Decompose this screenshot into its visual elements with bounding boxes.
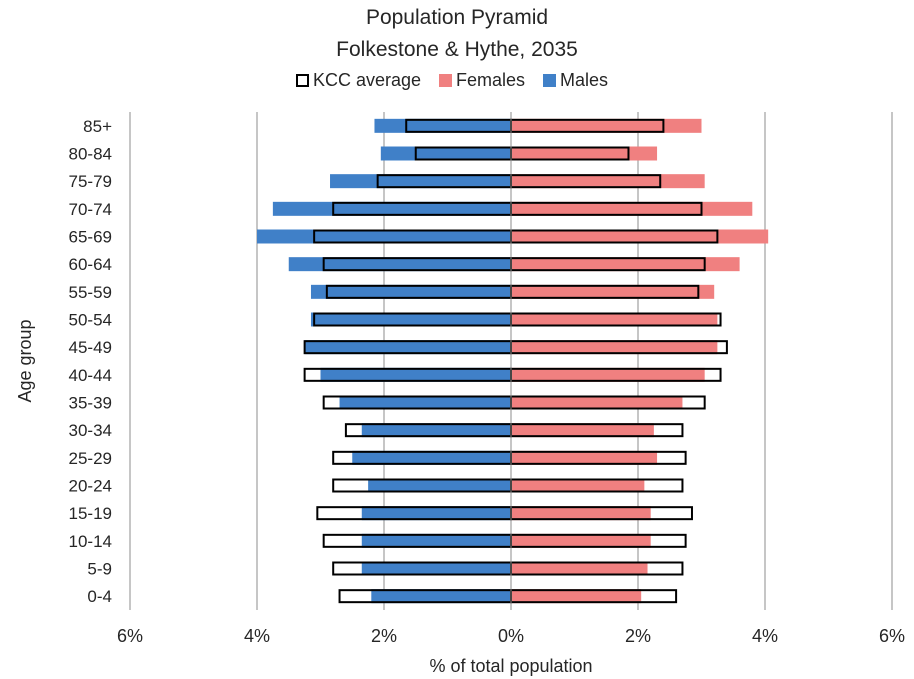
female-bar <box>511 340 718 355</box>
y-tick-label: 60-64 <box>69 255 112 274</box>
chart-legend: KCC average Females Males <box>0 70 914 91</box>
male-bar <box>380 146 511 161</box>
male-bar <box>361 533 511 548</box>
female-bar <box>511 284 715 299</box>
y-tick-label: 35-39 <box>69 394 112 413</box>
x-tick-label: 0% <box>498 626 524 646</box>
chart-title: Population Pyramid <box>365 6 549 29</box>
legend-item-kcc-average: KCC average <box>295 70 421 91</box>
female-bar <box>511 312 718 327</box>
legend-swatch-kcc-average <box>295 74 309 87</box>
male-bar <box>371 589 511 604</box>
male-bar <box>310 284 511 299</box>
y-tick-label: 75-79 <box>69 172 112 191</box>
male-bar <box>374 118 511 133</box>
female-bar <box>511 450 658 465</box>
female-bar <box>511 146 658 161</box>
male-bar <box>272 201 511 216</box>
female-bar <box>511 257 740 272</box>
y-tick-label: 40-44 <box>69 366 112 385</box>
female-bar <box>511 229 769 244</box>
y-axis-title: Age group <box>15 319 35 402</box>
male-bar <box>352 450 511 465</box>
legend-swatch-females <box>439 74 452 87</box>
male-bar <box>304 340 511 355</box>
male-bar <box>288 257 511 272</box>
legend-label-males: Males <box>560 70 609 90</box>
male-bar <box>368 478 511 493</box>
male-bar <box>320 367 511 382</box>
male-bar <box>339 395 511 410</box>
y-tick-label: 25-29 <box>69 449 112 468</box>
female-bar <box>511 561 648 576</box>
y-tick-label: 0-4 <box>87 587 112 606</box>
female-bar <box>511 118 702 133</box>
female-bar <box>511 506 651 521</box>
legend-label-kcc-average: KCC average <box>312 70 421 90</box>
x-axis-title: % of total population <box>429 656 592 676</box>
female-bar <box>511 201 753 216</box>
male-bar <box>310 312 511 327</box>
x-tick-label: 6% <box>879 626 905 646</box>
y-tick-label: 5-9 <box>87 560 112 579</box>
x-tick-label: 6% <box>117 626 143 646</box>
male-bar <box>257 229 511 244</box>
legend-item-females: Females <box>439 70 525 91</box>
chart-subtitle: Folkestone & Hythe, 2035 <box>336 38 578 61</box>
female-bar <box>511 478 645 493</box>
male-bar <box>361 423 511 438</box>
legend-swatch-males <box>543 74 557 87</box>
female-bar <box>511 367 705 382</box>
x-tick-label: 2% <box>625 626 651 646</box>
y-tick-label: 80-84 <box>69 145 112 164</box>
x-tick-label: 4% <box>752 626 778 646</box>
y-tick-label: 70-74 <box>69 200 112 219</box>
female-bar <box>511 423 654 438</box>
y-tick-label: 85+ <box>83 117 112 136</box>
female-bar <box>511 533 651 548</box>
female-bar <box>511 589 642 604</box>
y-tick-label: 65-69 <box>69 228 112 247</box>
x-tick-label: 4% <box>244 626 270 646</box>
male-bar <box>361 506 511 521</box>
legend-label-females: Females <box>456 70 526 90</box>
female-bar <box>511 395 683 410</box>
male-bar <box>330 174 511 189</box>
y-tick-label: 50-54 <box>69 311 112 330</box>
y-tick-label: 20-24 <box>69 477 112 496</box>
y-tick-label: 30-34 <box>69 421 112 440</box>
x-tick-label: 2% <box>371 626 397 646</box>
y-tick-label: 15-19 <box>69 504 112 523</box>
y-tick-label: 45-49 <box>69 338 112 357</box>
y-tick-label: 55-59 <box>69 283 112 302</box>
male-bar <box>361 561 511 576</box>
y-tick-label: 10-14 <box>69 532 112 551</box>
female-bar <box>511 174 705 189</box>
legend-item-males: Males <box>543 70 608 91</box>
